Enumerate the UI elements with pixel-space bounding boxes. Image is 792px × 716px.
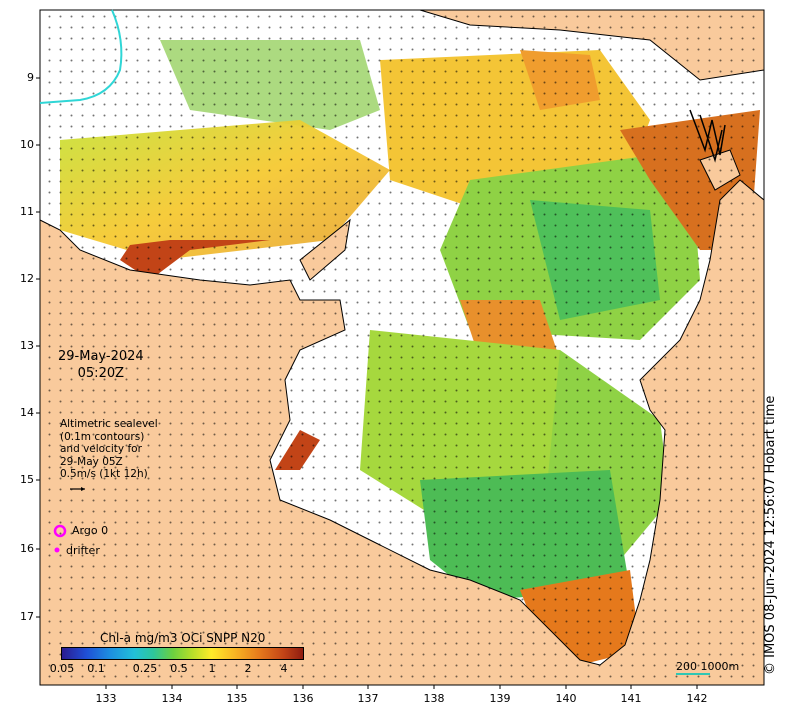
lat-tick: 15 xyxy=(20,473,34,486)
lon-tick: 134 xyxy=(161,692,183,705)
lon-tick: 142 xyxy=(686,692,708,705)
colorbar xyxy=(61,647,304,660)
depth-scale-bar xyxy=(676,673,710,675)
colorbar-tick: 0.05 xyxy=(49,662,75,675)
velocity-vectors xyxy=(40,10,764,685)
drifter-label: drifter xyxy=(66,544,100,557)
colorbar-tick: 1 xyxy=(208,662,216,675)
lon-tick: 138 xyxy=(423,692,445,705)
drifter-tracks xyxy=(689,109,726,163)
colorbar-title: Chl-a mg/m3 OCi SNPP N20 xyxy=(100,631,266,645)
lon-tick: 136 xyxy=(292,692,314,705)
sealevel-contour xyxy=(39,9,123,104)
colorbar-tick: 2 xyxy=(244,662,252,675)
lat-tick: 9 xyxy=(27,71,34,84)
lon-tick: 140 xyxy=(555,692,577,705)
lat-tick: 14 xyxy=(20,406,34,419)
axis-ticks xyxy=(36,77,698,689)
lat-tick: 11 xyxy=(20,205,34,218)
lon-tick: 137 xyxy=(357,692,379,705)
lon-tick: 141 xyxy=(620,692,642,705)
argo-label: Argo 0 xyxy=(72,524,109,537)
altimetry-line: (0.1m contours) xyxy=(60,430,145,443)
date-line: 29-May-2024 xyxy=(58,349,144,364)
lon-tick: 133 xyxy=(95,692,117,705)
altimetry-line: and velocity for xyxy=(60,443,142,455)
drifter-marker xyxy=(54,547,60,553)
depth-scale-label: 200 1000m xyxy=(676,660,740,673)
altimetry-legend: Altimetric sealevel (0.1m contours) and … xyxy=(60,418,158,481)
time-line: 05:20Z xyxy=(77,366,125,381)
lat-tick: 10 xyxy=(20,138,34,151)
altimetry-line: 0.5m/s (1kt 12h) xyxy=(60,468,148,480)
colorbar-tick: 0.25 xyxy=(132,662,158,675)
date-label: 29-May-2024 05:20Z xyxy=(58,348,144,382)
credit-label: © IMOS 08-Jun-2024 12:56:07 Hobart time xyxy=(763,395,778,675)
colorbar-tick: 0.5 xyxy=(170,662,188,675)
lat-tick: 13 xyxy=(20,339,34,352)
lat-tick: 16 xyxy=(20,542,34,555)
lon-tick: 139 xyxy=(489,692,511,705)
lat-tick: 12 xyxy=(20,272,34,285)
colorbar-tick: 0.1 xyxy=(87,662,105,675)
lon-tick: 135 xyxy=(226,692,248,705)
argo-marker xyxy=(53,524,67,538)
colorbar-tick: 4 xyxy=(280,662,288,675)
altimetry-line: 29-May 05Z xyxy=(60,455,123,468)
altimetry-line: Altimetric sealevel xyxy=(60,418,158,430)
lat-tick: 17 xyxy=(20,610,34,623)
